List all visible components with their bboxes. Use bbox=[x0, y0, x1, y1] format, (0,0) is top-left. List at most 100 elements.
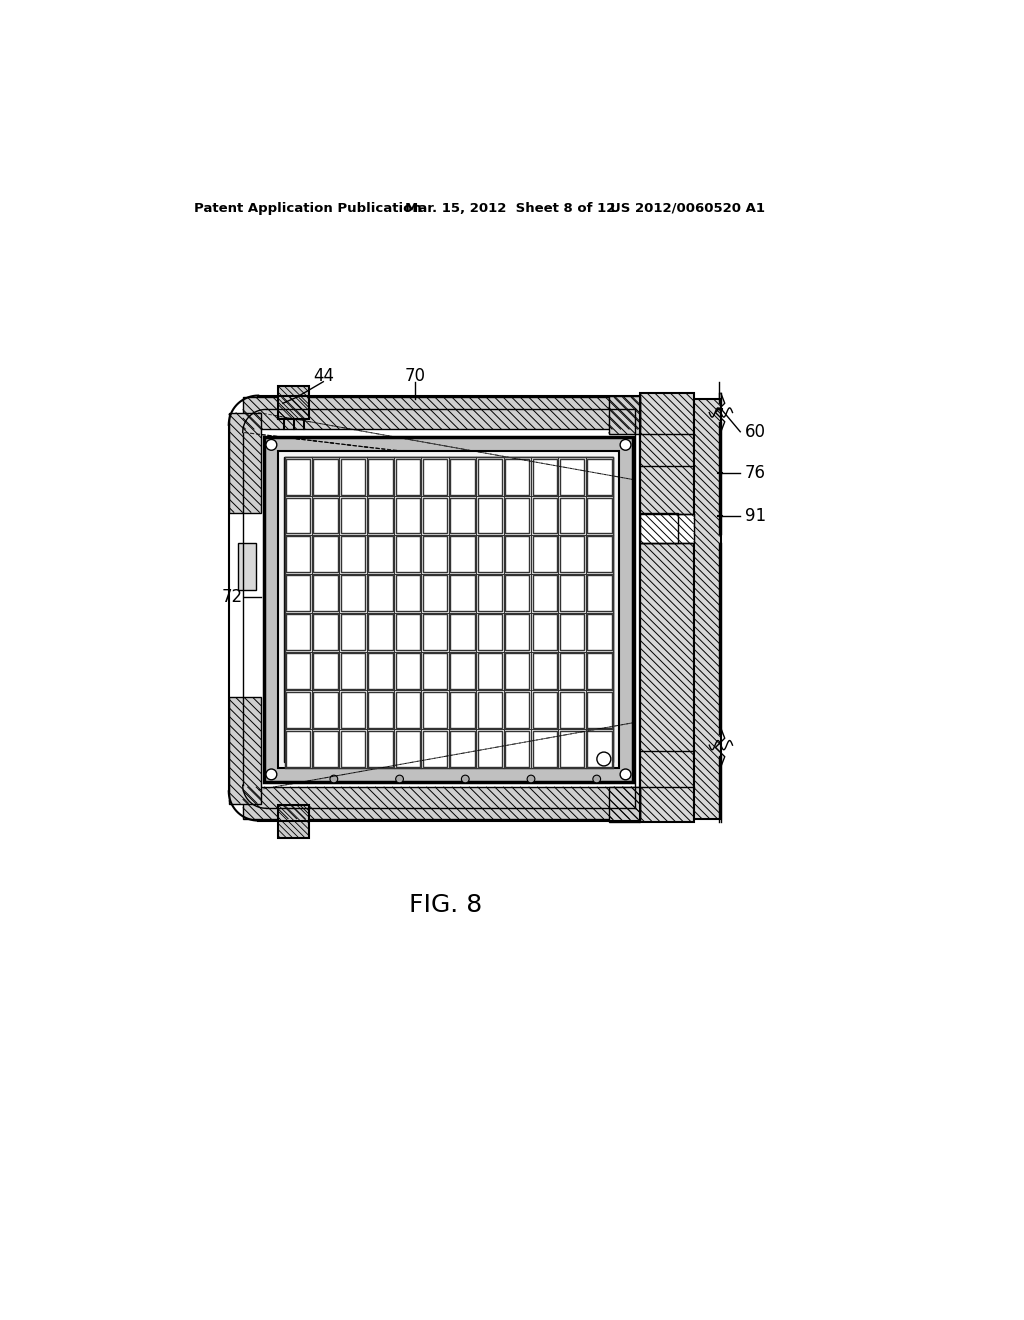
Text: Patent Application Publication: Patent Application Publication bbox=[194, 202, 422, 215]
Polygon shape bbox=[532, 614, 557, 649]
Polygon shape bbox=[286, 692, 310, 727]
Polygon shape bbox=[285, 457, 613, 768]
Polygon shape bbox=[286, 536, 310, 573]
Polygon shape bbox=[451, 653, 475, 689]
Polygon shape bbox=[278, 451, 620, 768]
Polygon shape bbox=[284, 457, 613, 762]
Polygon shape bbox=[588, 536, 611, 573]
Text: 72: 72 bbox=[221, 589, 243, 606]
Polygon shape bbox=[263, 437, 633, 781]
Polygon shape bbox=[478, 459, 502, 495]
Polygon shape bbox=[588, 459, 611, 495]
Polygon shape bbox=[560, 498, 585, 533]
Polygon shape bbox=[423, 459, 447, 495]
Text: 60: 60 bbox=[744, 422, 766, 441]
Polygon shape bbox=[505, 498, 529, 533]
Polygon shape bbox=[505, 731, 529, 767]
Polygon shape bbox=[423, 576, 447, 611]
Polygon shape bbox=[505, 576, 529, 611]
Polygon shape bbox=[423, 536, 447, 573]
Polygon shape bbox=[423, 653, 447, 689]
Polygon shape bbox=[313, 576, 338, 611]
Polygon shape bbox=[313, 692, 338, 727]
Polygon shape bbox=[423, 498, 447, 533]
Polygon shape bbox=[478, 498, 502, 533]
Polygon shape bbox=[423, 692, 447, 727]
Polygon shape bbox=[560, 653, 585, 689]
Polygon shape bbox=[395, 536, 420, 573]
Polygon shape bbox=[286, 653, 310, 689]
Polygon shape bbox=[588, 576, 611, 611]
Polygon shape bbox=[341, 536, 366, 573]
Circle shape bbox=[395, 775, 403, 783]
Polygon shape bbox=[369, 576, 392, 611]
Polygon shape bbox=[608, 396, 640, 434]
Polygon shape bbox=[588, 692, 611, 727]
Polygon shape bbox=[478, 576, 502, 611]
Polygon shape bbox=[243, 397, 640, 429]
Polygon shape bbox=[588, 498, 611, 533]
Polygon shape bbox=[505, 459, 529, 495]
Circle shape bbox=[593, 775, 601, 783]
Polygon shape bbox=[588, 614, 611, 649]
Polygon shape bbox=[341, 614, 366, 649]
Polygon shape bbox=[560, 459, 585, 495]
Polygon shape bbox=[588, 653, 611, 689]
Polygon shape bbox=[451, 692, 475, 727]
Polygon shape bbox=[693, 399, 721, 818]
Text: US 2012/0060520 A1: US 2012/0060520 A1 bbox=[610, 202, 765, 215]
Polygon shape bbox=[286, 614, 310, 649]
Circle shape bbox=[266, 440, 276, 450]
Polygon shape bbox=[395, 731, 420, 767]
Text: 44: 44 bbox=[312, 367, 334, 384]
Polygon shape bbox=[560, 731, 585, 767]
Polygon shape bbox=[369, 692, 392, 727]
Polygon shape bbox=[505, 614, 529, 649]
Polygon shape bbox=[451, 459, 475, 495]
Polygon shape bbox=[478, 653, 502, 689]
Circle shape bbox=[527, 775, 535, 783]
Polygon shape bbox=[243, 787, 640, 818]
Polygon shape bbox=[560, 692, 585, 727]
Polygon shape bbox=[341, 692, 366, 727]
Polygon shape bbox=[369, 536, 392, 573]
Polygon shape bbox=[560, 614, 585, 649]
Polygon shape bbox=[451, 536, 475, 573]
Polygon shape bbox=[532, 498, 557, 533]
Polygon shape bbox=[478, 692, 502, 727]
Circle shape bbox=[621, 770, 631, 780]
Polygon shape bbox=[451, 576, 475, 611]
Polygon shape bbox=[313, 459, 338, 495]
Polygon shape bbox=[313, 498, 338, 533]
Text: Mar. 15, 2012  Sheet 8 of 12: Mar. 15, 2012 Sheet 8 of 12 bbox=[406, 202, 615, 215]
Text: 70: 70 bbox=[404, 367, 425, 384]
Circle shape bbox=[330, 775, 338, 783]
Polygon shape bbox=[588, 731, 611, 767]
Polygon shape bbox=[313, 536, 338, 573]
Polygon shape bbox=[228, 697, 261, 804]
Polygon shape bbox=[532, 692, 557, 727]
Polygon shape bbox=[478, 536, 502, 573]
Polygon shape bbox=[560, 576, 585, 611]
Polygon shape bbox=[608, 787, 640, 822]
Polygon shape bbox=[478, 731, 502, 767]
Polygon shape bbox=[369, 614, 392, 649]
Polygon shape bbox=[313, 653, 338, 689]
Polygon shape bbox=[313, 731, 338, 767]
Polygon shape bbox=[423, 614, 447, 649]
Polygon shape bbox=[451, 731, 475, 767]
Polygon shape bbox=[238, 544, 256, 590]
Polygon shape bbox=[423, 731, 447, 767]
Polygon shape bbox=[532, 576, 557, 611]
Polygon shape bbox=[369, 653, 392, 689]
Circle shape bbox=[621, 440, 631, 450]
Polygon shape bbox=[278, 805, 309, 838]
Polygon shape bbox=[341, 576, 366, 611]
Polygon shape bbox=[532, 731, 557, 767]
Polygon shape bbox=[341, 731, 366, 767]
Polygon shape bbox=[286, 576, 310, 611]
Polygon shape bbox=[341, 498, 366, 533]
Polygon shape bbox=[451, 498, 475, 533]
Polygon shape bbox=[395, 498, 420, 533]
Polygon shape bbox=[286, 731, 310, 767]
